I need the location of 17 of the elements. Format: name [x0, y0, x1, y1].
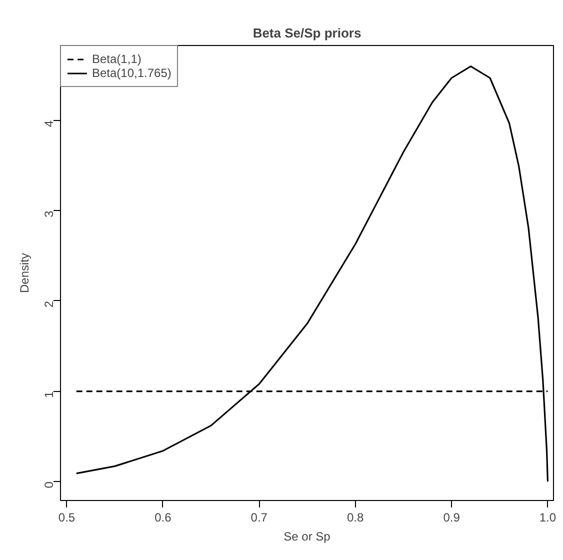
y-tick-label: 3: [42, 210, 56, 218]
legend-label: Beta(10,1.765): [92, 66, 172, 80]
x-tick-label: 0.9: [443, 510, 460, 524]
legend-label: Beta(1,1): [92, 52, 142, 66]
x-tick-label: 0.8: [346, 510, 364, 524]
x-tick-label: 0.7: [250, 510, 268, 524]
y-axis-title: Density: [18, 252, 32, 294]
chart-title: Beta Se/Sp priors: [252, 26, 362, 40]
y-tick-label: 1: [42, 390, 56, 398]
x-axis-title: Se or Sp: [284, 530, 331, 544]
x-tick-label: 0.6: [154, 510, 172, 524]
y-tick-label: 0: [42, 481, 56, 488]
y-tick-label: 2: [42, 300, 56, 308]
x-tick-label: 1.0: [539, 510, 556, 524]
x-tick-label: 0.5: [58, 510, 76, 524]
line-series: [76, 65, 549, 482]
y-tick-label: 4: [42, 120, 56, 128]
